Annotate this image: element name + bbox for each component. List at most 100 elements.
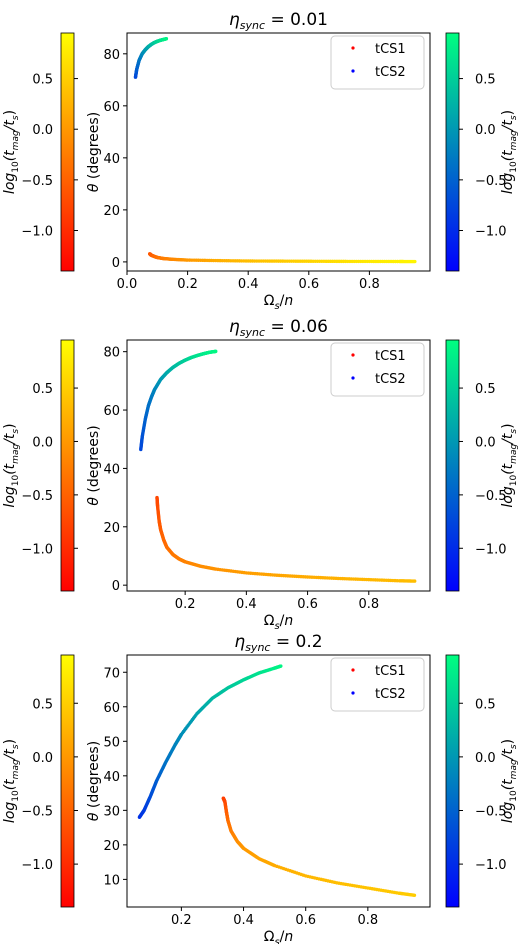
colorbar-tick-label: −0.5	[475, 174, 507, 189]
colorbar-gradient	[60, 654, 75, 908]
panel-1: ηsync = 0.01 0.0 0.2 0.4 0.6 0.8 0 20 40 60 80 Ωs/n…	[2, 10, 519, 312]
colorbar-label: log10(tmag/ts)	[500, 110, 519, 194]
y-tick-label: 80	[103, 346, 120, 361]
colorbar-label: log10(tmag/ts)	[500, 423, 519, 507]
legend-label: tCS1	[375, 349, 406, 364]
data-point	[412, 579, 417, 583]
colorbar-right: −1.0 −0.5 0.0 0.5 log10(tmag/ts)	[445, 32, 519, 272]
y-tick-label: 60	[103, 100, 120, 115]
colorbar-tick-label: 0.0	[475, 435, 496, 450]
series-tCS2	[139, 349, 218, 452]
legend-box	[330, 35, 425, 90]
y-tick-label: 80	[103, 48, 120, 63]
colorbar-tick-label: 0.0	[32, 751, 53, 766]
colorbar-tick-label: 0.5	[475, 697, 496, 712]
colorbar-left: −1.0 −0.5 0.0 0.5 log10(tmag/ts)	[2, 339, 78, 592]
y-tick-label: 0	[112, 579, 120, 594]
colorbar-tick-label: −0.5	[475, 489, 507, 504]
y-tick-label: 0	[112, 256, 120, 271]
colorbar-gradient	[60, 339, 75, 592]
x-tick-label: 0.6	[298, 277, 319, 292]
colorbar-tick-label: 0.5	[475, 73, 496, 88]
x-tick-label: 0.8	[358, 913, 379, 928]
colorbar-tick-label: −0.5	[21, 174, 53, 189]
legend-marker	[351, 376, 355, 380]
panel-2: ηsync = 0.06 0.2 0.4 0.6 0.8 0 20 40 60 80 Ωs/n θ (…	[2, 317, 519, 632]
legend-label: tCS2	[375, 372, 406, 387]
legend-label: tCS1	[375, 42, 406, 57]
x-tick-label: 0.2	[177, 277, 198, 292]
y-tick-label: 20	[103, 204, 120, 219]
colorbar-gradient	[60, 32, 75, 272]
colorbar-label: log10(tmag/ts)	[2, 423, 21, 507]
colorbar-tick-label: −1.0	[21, 224, 53, 239]
colorbar-tick-label: −1.0	[21, 858, 53, 873]
y-tick-label: 70	[103, 666, 120, 681]
chart-title: ηsync = 0.2	[234, 632, 322, 654]
x-tick-label: 0.8	[359, 277, 380, 292]
x-tick-label: 0.4	[233, 913, 254, 928]
y-tick-label: 10	[103, 873, 120, 888]
legend-marker	[351, 668, 355, 672]
legend: tCS1 tCS2	[330, 35, 425, 90]
colorbar-left: −1.0 −0.5 0.0 0.5 log10(tmag/ts)	[2, 32, 78, 272]
legend-box	[330, 657, 425, 712]
y-tick-label: 20	[103, 839, 120, 854]
legend: tCS1 tCS2	[330, 342, 425, 397]
legend-marker	[351, 46, 355, 50]
legend-marker	[351, 69, 355, 73]
panel-3: ηsync = 0.2 0.2 0.4 0.6 0.8 10 20 30 40 50 60 70 Ωs/…	[2, 632, 519, 944]
colorbar-tick-label: −0.5	[21, 804, 53, 819]
colorbar-tick-label: −0.5	[21, 489, 53, 504]
colorbar-tick-label: −1.0	[475, 858, 507, 873]
axes-frame	[126, 654, 431, 908]
series-tCS1	[155, 495, 417, 583]
series-tCS2	[133, 37, 169, 79]
x-tick-label: 0.4	[238, 277, 259, 292]
colorbar-tick-label: 0.5	[475, 382, 496, 397]
y-axis-label: θ (degrees)	[86, 741, 102, 821]
series-tCS1	[148, 252, 417, 264]
x-tick-label: 0.8	[358, 597, 379, 612]
y-tick-label: 40	[103, 770, 120, 785]
colorbar-label: log10(tmag/ts)	[2, 110, 21, 194]
data-point	[214, 349, 218, 354]
y-tick-label: 60	[103, 701, 120, 716]
legend-label: tCS2	[375, 687, 406, 702]
x-axis-label: Ωs/n	[264, 929, 294, 944]
colorbar-right: −1.0 −0.5 0.0 0.5 log10(tmag/ts)	[445, 654, 519, 908]
colorbar-label: log10(tmag/ts)	[2, 739, 21, 823]
data-point	[413, 259, 417, 264]
colorbar-left: −1.0 −0.5 0.0 0.5 log10(tmag/ts)	[2, 654, 78, 908]
colorbar-tick-label: 0.5	[32, 73, 53, 88]
y-tick-label: 50	[103, 735, 120, 750]
series-tCS2	[137, 664, 283, 819]
colorbar-label: log10(tmag/ts)	[500, 739, 519, 823]
x-tick-label: 0.6	[297, 597, 318, 612]
colorbar-tick-label: −1.0	[475, 224, 507, 239]
y-tick-label: 40	[103, 462, 120, 477]
colorbar-tick-label: −0.5	[475, 804, 507, 819]
x-tick-label: 0.2	[175, 597, 196, 612]
y-axis-label: θ (degrees)	[86, 425, 102, 505]
legend-marker	[351, 353, 355, 357]
colorbar-gradient	[445, 339, 460, 592]
colorbar-tick-label: 0.5	[32, 697, 53, 712]
colorbar-tick-label: 0.5	[32, 382, 53, 397]
x-axis-label: Ωs/n	[264, 293, 294, 312]
y-tick-label: 20	[103, 521, 120, 536]
colorbar-right: −1.0 −0.5 0.0 0.5 log10(tmag/ts)	[445, 339, 519, 592]
y-axis-label: θ (degrees)	[86, 112, 102, 192]
y-tick-label: 30	[103, 804, 120, 819]
colorbar-gradient	[445, 654, 460, 908]
x-tick-label: 0.6	[295, 913, 316, 928]
legend-label: tCS1	[375, 664, 406, 679]
axes-frame	[126, 339, 431, 592]
axes-frame	[126, 32, 431, 272]
legend-label: tCS2	[375, 65, 406, 80]
x-tick-label: 0.0	[117, 277, 138, 292]
x-tick-label: 0.2	[171, 913, 192, 928]
y-tick-label: 60	[103, 404, 120, 419]
chart-title: ηsync = 0.06	[229, 317, 328, 339]
data-point	[279, 664, 283, 668]
